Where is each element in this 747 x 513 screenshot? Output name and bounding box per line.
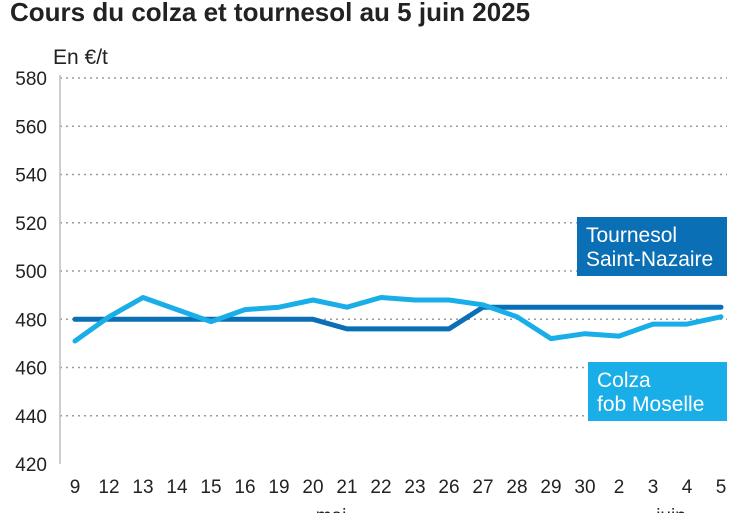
y-axis-unit-label: En €/t: [53, 46, 108, 69]
x-tick-label: 12: [98, 477, 119, 498]
x-tick-label: 23: [404, 477, 425, 498]
y-tick-label: 500: [15, 262, 47, 283]
series-label-text: fob Moselle: [597, 393, 704, 416]
y-tick-labels: 420 440 460 480 500 520 540 560 580: [15, 69, 47, 476]
series-line-colza: [72, 295, 724, 344]
month-label: mai: [316, 506, 347, 513]
x-tick-label: 27: [472, 477, 493, 498]
series-label-box: [577, 217, 727, 276]
y-tick-label: 420: [15, 455, 47, 476]
x-tick-label: 13: [132, 477, 153, 498]
y-tick-label: 520: [15, 214, 47, 235]
series-label-text: Saint-Nazaire: [586, 248, 713, 271]
x-tick-label: 20: [302, 477, 323, 498]
x-tick-label: 26: [438, 477, 459, 498]
x-tick-label: 21: [336, 477, 357, 498]
x-tick-label: 9: [70, 477, 81, 498]
chart-title: Cours du colza et tournesol au 5 juin 20…: [10, 0, 530, 27]
month-label: juin: [655, 506, 686, 513]
series-label-text: Colza: [597, 369, 651, 392]
x-tick-label: 3: [648, 477, 659, 498]
x-tick-label: 2: [614, 477, 625, 498]
y-tick-label: 540: [15, 166, 47, 187]
x-tick-labels: 9 12 13 14 15 16 19 20 21 22 23 26 27 28 29 30 2 3 4 5: [70, 477, 727, 498]
series-label-text: Tournesol: [586, 224, 677, 247]
x-tick-label: 19: [268, 477, 289, 498]
y-tick-label: 480: [15, 310, 47, 331]
y-tick-label: 440: [15, 407, 47, 428]
x-tick-label: 22: [370, 477, 391, 498]
y-tick-label: 560: [15, 117, 47, 138]
month-labels: mai juin: [316, 506, 686, 513]
series-line-tournesol: [72, 304, 724, 332]
y-tick-label: 460: [15, 359, 47, 380]
x-tick-label: 4: [682, 477, 693, 498]
x-tick-label: 15: [200, 477, 221, 498]
x-tick-label: 29: [540, 477, 561, 498]
series-layer: [72, 295, 724, 344]
x-tick-label: 16: [234, 477, 255, 498]
x-tick-label: 28: [506, 477, 527, 498]
y-tick-label: 580: [15, 69, 47, 90]
x-tick-label: 14: [166, 477, 188, 498]
x-tick-label: 5: [716, 477, 727, 498]
x-tick-label: 30: [574, 477, 595, 498]
series-label-box: [588, 362, 727, 421]
